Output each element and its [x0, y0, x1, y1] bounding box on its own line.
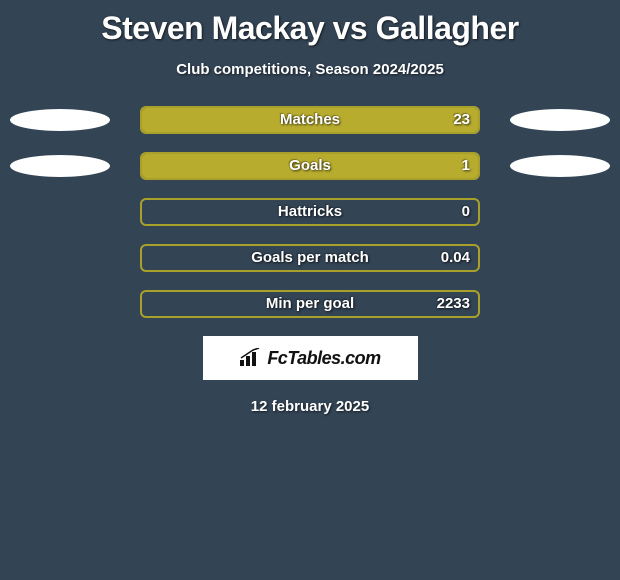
- right-marker-oval: [510, 155, 610, 177]
- bar-track: Matches 23: [140, 106, 480, 134]
- logo-text: FcTables.com: [267, 348, 380, 369]
- bar-label: Min per goal: [142, 292, 478, 316]
- bar-label: Goals: [142, 154, 478, 178]
- bar-value: 2233: [437, 292, 470, 316]
- bar-track: Goals 1: [140, 152, 480, 180]
- stat-row-goals: Goals 1: [0, 152, 620, 180]
- bar-label: Goals per match: [142, 246, 478, 270]
- bar-track: Hattricks 0: [140, 198, 480, 226]
- bar-track: Goals per match 0.04: [140, 244, 480, 272]
- stat-row-hattricks: Hattricks 0: [0, 198, 620, 226]
- right-marker-oval: [510, 109, 610, 131]
- bar-value: 1: [462, 154, 470, 178]
- stat-bars: Matches 23 Goals 1 Hattricks 0 Goals per…: [0, 106, 620, 318]
- bar-value: 0: [462, 200, 470, 224]
- bar-label: Matches: [142, 108, 478, 132]
- logo: FcTables.com: [239, 348, 380, 369]
- stat-row-goals-per-match: Goals per match 0.04: [0, 244, 620, 272]
- date-line: 12 february 2025: [0, 398, 620, 415]
- subtitle: Club competitions, Season 2024/2025: [0, 61, 620, 78]
- logo-box: FcTables.com: [203, 336, 418, 380]
- stat-row-matches: Matches 23: [0, 106, 620, 134]
- bar-value: 23: [453, 108, 470, 132]
- bar-label: Hattricks: [142, 200, 478, 224]
- left-marker-oval: [10, 109, 110, 131]
- stat-row-min-per-goal: Min per goal 2233: [0, 290, 620, 318]
- bar-track: Min per goal 2233: [140, 290, 480, 318]
- left-marker-oval: [10, 155, 110, 177]
- barchart-icon: [239, 348, 263, 368]
- bar-value: 0.04: [441, 246, 470, 270]
- page-title: Steven Mackay vs Gallagher: [0, 0, 620, 47]
